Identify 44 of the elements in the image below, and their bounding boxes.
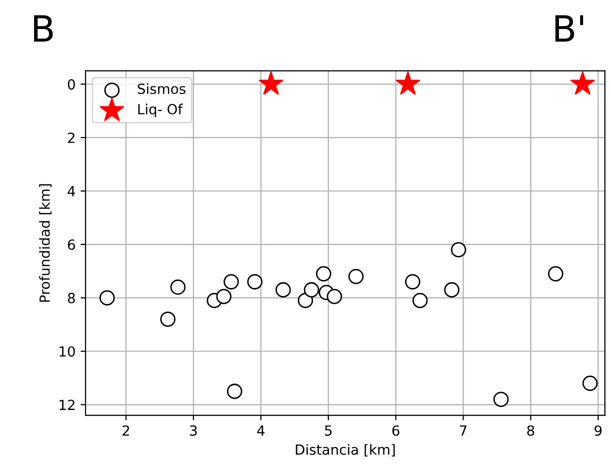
x-tick-label: 5 xyxy=(325,426,332,436)
point xyxy=(582,376,598,391)
point xyxy=(160,312,176,327)
point xyxy=(224,274,239,290)
point xyxy=(450,242,466,258)
y-tick-label: 12 xyxy=(60,400,74,410)
point xyxy=(298,292,314,308)
text: B xyxy=(34,15,53,42)
point xyxy=(247,274,262,290)
point xyxy=(396,71,420,95)
x-tick-label: 8 xyxy=(527,425,534,436)
point xyxy=(258,71,284,95)
point xyxy=(348,268,364,284)
legend-label: Liq- Of xyxy=(138,104,183,118)
x-tick-label: 2 xyxy=(122,425,130,436)
point xyxy=(570,71,595,95)
point xyxy=(316,266,332,282)
point xyxy=(405,274,420,290)
point xyxy=(170,280,186,295)
y-axis-title: Profundidad [km] xyxy=(39,184,52,302)
y-tick-label: 0 xyxy=(68,79,75,90)
x-tick-label: 9 xyxy=(594,425,602,436)
x-tick-label: 4 xyxy=(257,426,265,436)
point xyxy=(276,282,291,298)
point xyxy=(493,392,509,407)
y-tick-label: 10 xyxy=(60,346,75,357)
y-tick-label: 8 xyxy=(68,292,75,304)
point xyxy=(412,292,428,308)
text: B' xyxy=(555,15,584,42)
point xyxy=(326,288,342,304)
y-tick-label: 2 xyxy=(68,132,74,143)
point xyxy=(304,282,320,298)
point xyxy=(216,288,232,304)
point xyxy=(226,384,242,399)
x-tick-label: 3 xyxy=(190,425,197,436)
y-tick-label: 6 xyxy=(68,239,75,250)
legend-label: Sismos xyxy=(138,83,186,94)
y-tick-label: 4 xyxy=(68,186,76,196)
x-tick-label: 6 xyxy=(392,425,400,436)
x-tick-label: 7 xyxy=(460,426,466,436)
point xyxy=(444,282,460,298)
point xyxy=(99,290,115,306)
point xyxy=(548,266,564,282)
x-axis-title: Distancia [km] xyxy=(296,444,395,456)
